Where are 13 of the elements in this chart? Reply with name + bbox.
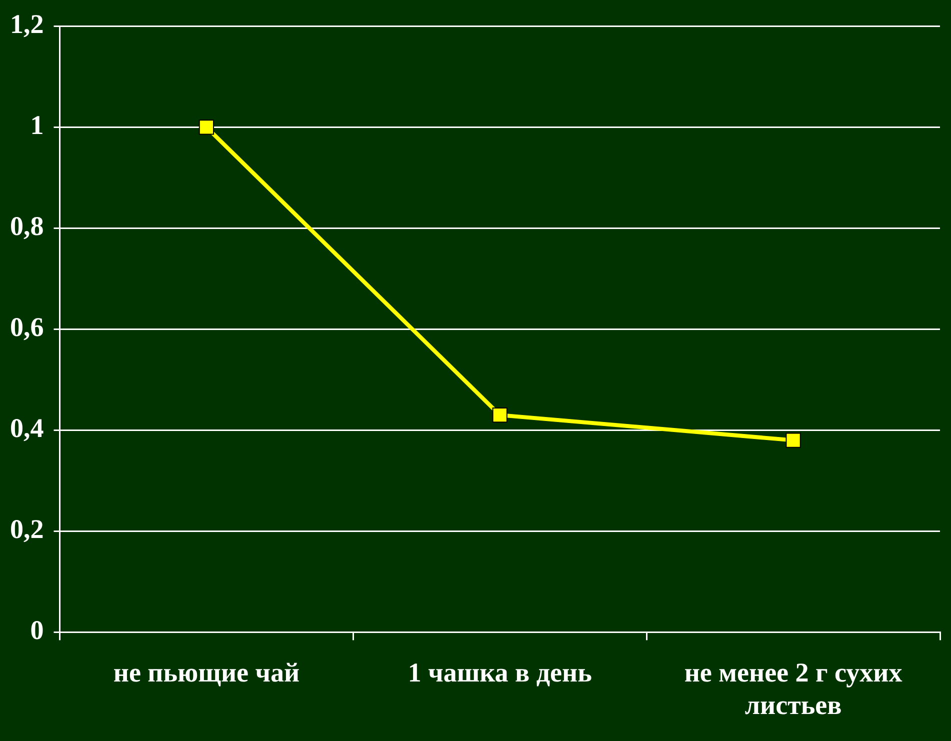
point (492, 407, 508, 423)
y-tick-label: 1,2 (10, 9, 44, 40)
y-tick-label: 0,2 (10, 514, 44, 544)
point (786, 432, 801, 448)
x-tick-label: не менее 2 г сухих листьев (684, 657, 903, 720)
y-tick-label: 0 (30, 615, 44, 646)
x-tick-label: не пьющие чай (113, 657, 300, 688)
y-tick-label: 1 (30, 110, 44, 140)
x-tick-label: 1 чашка в день (408, 657, 592, 688)
y-tick-label: 0,6 (10, 312, 44, 342)
y-tick-label: 0,8 (10, 211, 44, 242)
y-tick-label: 0,4 (10, 413, 44, 444)
point (198, 120, 214, 135)
